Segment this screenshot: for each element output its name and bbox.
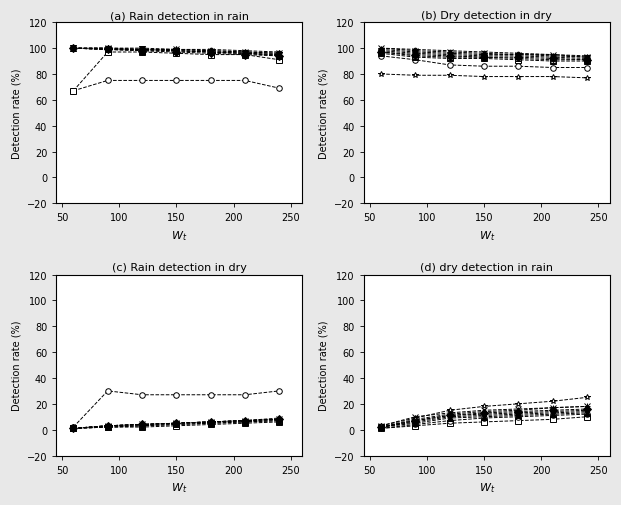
Title: (c) Rain detection in dry: (c) Rain detection in dry [112,263,247,273]
Title: (d) dry detection in rain: (d) dry detection in rain [420,263,553,273]
X-axis label: $W_t$: $W_t$ [171,480,188,494]
Title: (b) Dry detection in dry: (b) Dry detection in dry [422,11,552,21]
Y-axis label: Detection rate (%): Detection rate (%) [11,320,21,411]
X-axis label: $W_t$: $W_t$ [479,480,495,494]
X-axis label: $W_t$: $W_t$ [479,228,495,242]
X-axis label: $W_t$: $W_t$ [171,228,188,242]
Y-axis label: Detection rate (%): Detection rate (%) [319,320,329,411]
Y-axis label: Detection rate (%): Detection rate (%) [319,68,329,159]
Y-axis label: Detection rate (%): Detection rate (%) [11,68,21,159]
Title: (a) Rain detection in rain: (a) Rain detection in rain [110,11,248,21]
